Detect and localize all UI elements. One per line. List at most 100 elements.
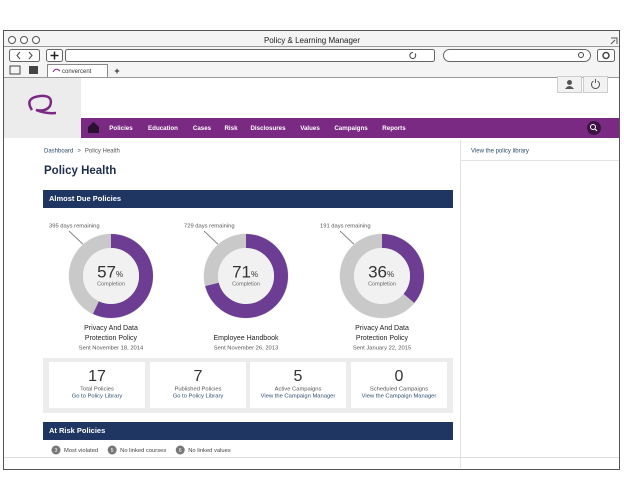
sent-date: Sent January 22, 2015 (353, 346, 411, 352)
nav-bar (81, 118, 619, 138)
gauge-arc (204, 234, 288, 318)
stat-card (351, 362, 447, 408)
gauge-caption: Completion (232, 281, 260, 287)
window-button[interactable] (20, 36, 28, 44)
stat-value: 7 (194, 368, 203, 385)
search-icon (594, 128, 598, 132)
apps-icon[interactable] (29, 66, 38, 74)
breadcrumb-item: Policy Health (85, 149, 120, 155)
gauge-center (83, 248, 139, 304)
stat-value: 17 (88, 368, 106, 385)
gear-icon (602, 51, 610, 60)
policy-name: Protection Policy (356, 335, 409, 342)
window-button[interactable] (8, 36, 16, 44)
nav-item[interactable]: Values (300, 125, 320, 132)
bookmarks-icon[interactable] (9, 65, 21, 75)
policy-name: Employee Handbook (214, 335, 279, 342)
stat-link[interactable]: View the Campaign Manager (261, 394, 336, 400)
nav-item[interactable]: Campaigns (334, 125, 368, 132)
percent-value: 57 (97, 262, 116, 281)
nav-item[interactable]: Risk (224, 125, 238, 132)
settings-button[interactable] (597, 49, 615, 62)
count-value: 5 (111, 448, 114, 454)
stat-card (150, 362, 246, 408)
count-value: 3 (55, 448, 58, 454)
user-icon (567, 80, 572, 85)
days-remaining: 191 days remaining (320, 224, 371, 230)
stat-link[interactable]: View the Campaign Manager (362, 394, 437, 400)
search-icon (590, 124, 596, 130)
user-icon (565, 86, 574, 89)
sent-date: Sent November 18, 2014 (79, 346, 144, 352)
stat-value: 5 (294, 368, 303, 385)
nav-item[interactable]: Policies (109, 125, 133, 132)
policy-name: Privacy And Data (355, 325, 409, 332)
stat-link[interactable]: Go to Policy Library (72, 394, 123, 400)
tab-title: convercent (62, 69, 92, 75)
stat-link[interactable]: Go to Policy Library (173, 394, 224, 400)
nav-item[interactable]: Education (148, 125, 178, 132)
stat-label: Scheduled Campaigns (370, 387, 428, 393)
nav-item[interactable]: Cases (193, 125, 212, 132)
new-tab[interactable]: + (114, 66, 119, 76)
stat-value: 0 (395, 368, 404, 385)
fullscreen-icon[interactable] (610, 37, 618, 45)
gauges: 395 days remaining 57 % Completion Privacy A… (49, 224, 425, 352)
percent-unit: % (116, 270, 123, 279)
side-link[interactable]: View the policy library (471, 149, 529, 155)
filter-label[interactable]: No linked values (188, 448, 231, 454)
policy-name: Privacy And Data (84, 325, 138, 332)
stat-card (49, 362, 145, 408)
window-title: Policy & Learning Manager (264, 36, 360, 45)
breadcrumb-separator: > (77, 149, 81, 155)
address-bar[interactable] (65, 49, 435, 62)
filters: 3 Most violated 5 No linked courses 6 No link… (51, 445, 231, 455)
stat-label: Active Campaigns (275, 387, 322, 393)
logo[interactable] (28, 94, 57, 115)
power-button[interactable] (583, 76, 608, 93)
policy-name: Protection Policy (85, 335, 138, 342)
count-badge[interactable] (51, 445, 61, 455)
search-icon (578, 52, 584, 58)
stat-label: Published Policies (174, 387, 221, 393)
filter-label[interactable]: Most violated (64, 448, 98, 454)
gauge-center (218, 248, 274, 304)
nav-item[interactable]: Reports (382, 125, 406, 132)
filter-label[interactable]: No linked courses (120, 448, 166, 454)
section-header (43, 422, 453, 440)
percent-value: 71 (232, 262, 251, 281)
nav-arrows (16, 51, 33, 60)
gauge-caption: Completion (368, 281, 396, 287)
percent-unit: % (387, 270, 394, 279)
nav-items: Policies Education Cases Risk Disclosures Val… (109, 125, 406, 132)
nav-item[interactable]: Disclosures (250, 125, 286, 132)
stat-card (250, 362, 346, 408)
plus-icon (50, 51, 59, 60)
count-badge[interactable] (107, 445, 117, 455)
search-bar[interactable] (443, 49, 591, 62)
nav-buttons[interactable] (9, 49, 40, 62)
sent-date: Sent November 26, 2013 (214, 346, 278, 352)
search-button[interactable] (587, 121, 601, 135)
reload-icon[interactable] (409, 52, 417, 59)
section-title: Almost Due Policies (49, 194, 121, 203)
gauge-center (354, 248, 410, 304)
breadcrumb-item[interactable]: Dashboard (44, 149, 73, 155)
percent-value: 36 (368, 262, 387, 281)
days-remaining: 729 days remaining (184, 224, 235, 230)
section-header (43, 190, 453, 208)
section-title: At Risk Policies (49, 426, 105, 435)
percent-unit: % (251, 270, 258, 279)
power-icon (591, 79, 600, 89)
count-value: 6 (179, 448, 182, 454)
tab-favicon (52, 68, 61, 73)
window-button[interactable] (32, 36, 40, 44)
gauge-arc (340, 234, 424, 318)
count-badge[interactable] (175, 445, 185, 455)
home-icon[interactable] (88, 122, 99, 133)
days-remaining: 395 days remaining (49, 224, 100, 230)
logo-panel (4, 78, 81, 138)
